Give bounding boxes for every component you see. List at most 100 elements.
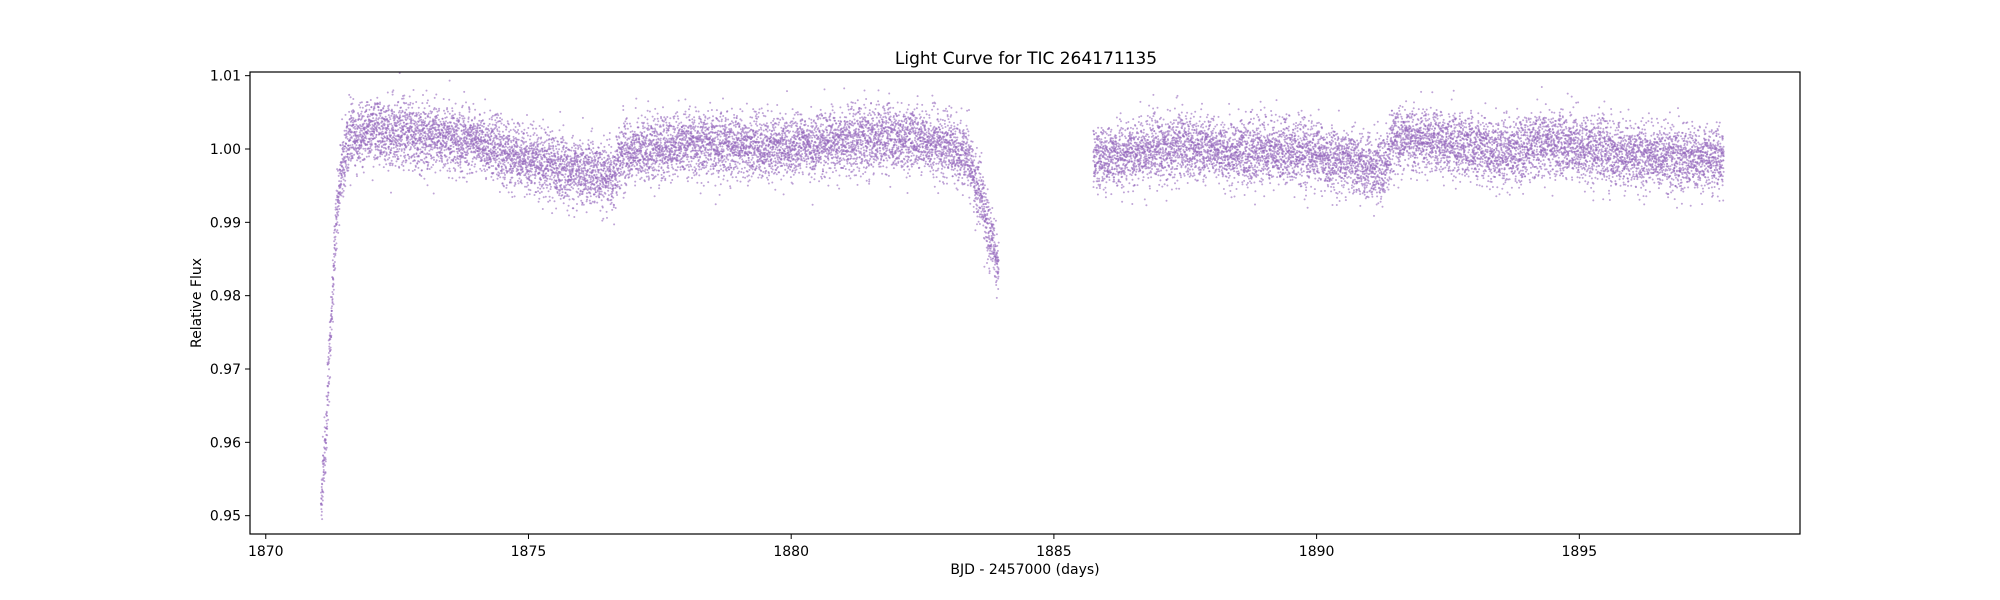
data-point bbox=[386, 158, 389, 161]
data-point bbox=[634, 159, 637, 162]
data-point bbox=[523, 128, 526, 131]
data-point bbox=[334, 252, 337, 255]
data-point bbox=[542, 183, 545, 186]
data-point bbox=[679, 128, 681, 131]
data-point bbox=[393, 153, 396, 156]
data-point bbox=[516, 145, 519, 148]
data-point bbox=[324, 464, 326, 467]
data-point bbox=[458, 119, 461, 122]
data-point bbox=[672, 167, 675, 170]
data-point bbox=[534, 160, 536, 162]
data-point bbox=[424, 120, 426, 123]
data-point bbox=[336, 208, 339, 211]
data-point bbox=[378, 122, 381, 125]
data-point bbox=[522, 137, 525, 140]
data-point bbox=[391, 93, 394, 96]
data-point bbox=[540, 190, 543, 193]
data-point bbox=[575, 209, 578, 212]
data-point bbox=[625, 155, 628, 158]
data-point bbox=[414, 144, 417, 147]
data-point bbox=[411, 106, 414, 109]
data-point bbox=[549, 147, 552, 150]
data-point bbox=[372, 165, 375, 168]
data-point bbox=[459, 166, 462, 169]
data-point bbox=[649, 165, 652, 168]
data-point bbox=[662, 146, 664, 149]
data-point bbox=[342, 150, 345, 153]
data-point bbox=[407, 106, 410, 109]
data-point bbox=[481, 133, 484, 136]
data-point bbox=[440, 132, 443, 135]
data-point bbox=[670, 163, 673, 166]
data-point bbox=[395, 124, 398, 127]
data-point bbox=[381, 153, 384, 156]
data-point bbox=[581, 163, 583, 166]
data-point bbox=[537, 190, 540, 193]
data-point bbox=[427, 163, 430, 166]
data-point bbox=[339, 144, 342, 147]
data-point bbox=[568, 149, 571, 152]
data-point bbox=[430, 155, 433, 158]
data-point bbox=[506, 120, 509, 123]
data-point bbox=[407, 136, 410, 139]
data-point bbox=[421, 140, 424, 143]
data-point bbox=[563, 153, 566, 156]
data-point bbox=[581, 149, 584, 152]
data-point bbox=[550, 145, 552, 148]
data-point bbox=[629, 125, 632, 128]
data-point bbox=[557, 160, 559, 162]
data-point bbox=[459, 139, 462, 142]
data-point bbox=[352, 134, 355, 137]
data-point bbox=[553, 167, 556, 170]
data-point bbox=[482, 164, 485, 167]
data-point bbox=[534, 146, 537, 149]
data-point bbox=[362, 137, 365, 140]
data-point bbox=[403, 94, 406, 97]
data-point bbox=[323, 480, 326, 483]
data-point bbox=[342, 189, 345, 192]
data-point bbox=[475, 170, 478, 173]
data-point bbox=[341, 165, 344, 168]
data-point bbox=[389, 164, 392, 167]
data-point bbox=[392, 139, 394, 141]
data-point bbox=[680, 121, 683, 124]
data-point bbox=[624, 127, 627, 130]
data-point bbox=[587, 139, 590, 142]
data-point bbox=[326, 427, 329, 430]
data-point bbox=[619, 159, 622, 162]
data-point bbox=[431, 132, 434, 135]
data-point bbox=[665, 131, 668, 134]
data-point bbox=[325, 422, 328, 425]
data-point bbox=[388, 123, 391, 126]
data-point bbox=[606, 158, 609, 161]
data-point bbox=[329, 326, 332, 329]
data-point bbox=[604, 161, 607, 164]
data-point bbox=[549, 178, 551, 180]
data-point bbox=[435, 108, 438, 111]
data-point bbox=[490, 160, 492, 163]
data-point bbox=[671, 134, 674, 137]
data-point bbox=[635, 97, 638, 100]
data-point bbox=[550, 178, 553, 181]
data-point bbox=[399, 154, 402, 157]
data-point bbox=[471, 160, 474, 163]
data-point bbox=[420, 169, 423, 172]
data-point bbox=[620, 184, 623, 187]
data-point bbox=[562, 148, 565, 151]
data-point bbox=[664, 177, 667, 180]
data-point bbox=[625, 149, 628, 152]
data-point bbox=[372, 112, 375, 115]
data-point bbox=[413, 168, 416, 171]
data-point bbox=[404, 125, 407, 128]
data-point bbox=[659, 137, 662, 140]
data-point bbox=[613, 223, 616, 226]
data-point bbox=[396, 155, 399, 158]
data-point bbox=[355, 123, 358, 126]
data-point bbox=[592, 169, 595, 172]
data-point bbox=[654, 175, 657, 178]
data-point bbox=[435, 133, 438, 136]
data-point bbox=[323, 416, 326, 419]
data-point bbox=[376, 157, 379, 160]
data-point bbox=[442, 137, 444, 140]
data-point bbox=[531, 168, 534, 170]
